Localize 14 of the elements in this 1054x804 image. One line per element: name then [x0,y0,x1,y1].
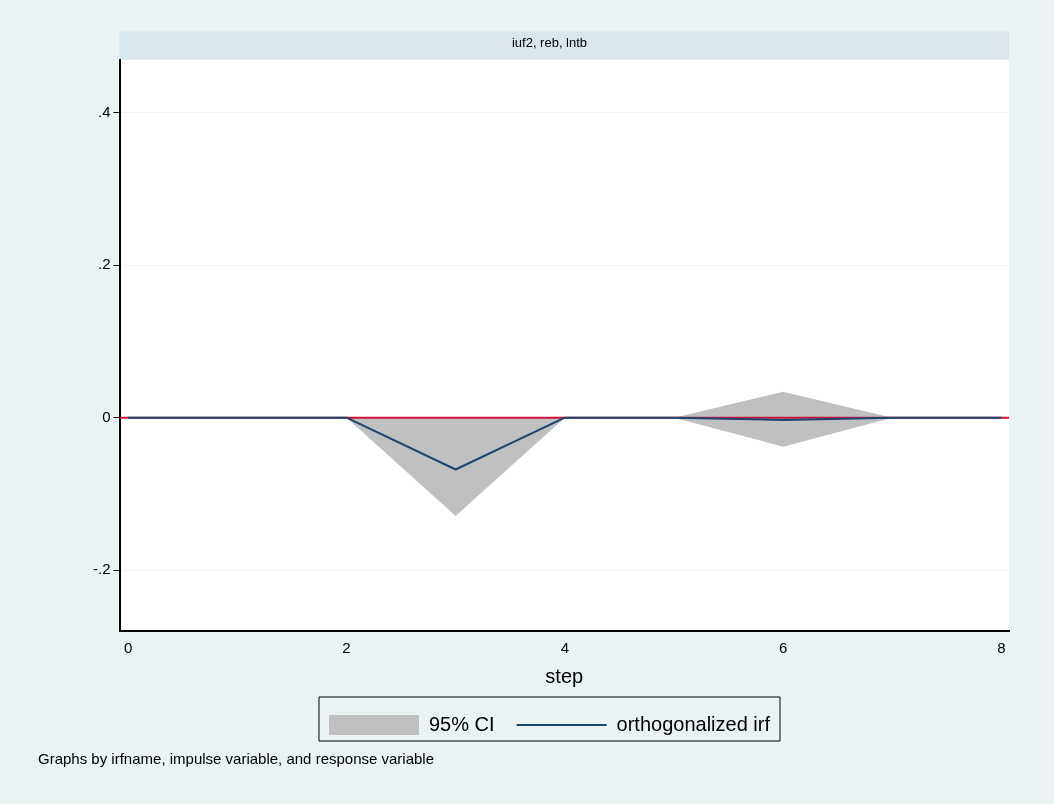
y-tick-label: .2 [97,255,111,273]
x-tick-label: 4 [560,639,569,657]
chart-title: iuf2, reb, lntb [511,35,588,51]
x-tick-label: 2 [342,639,351,657]
y-tick-label: 0 [102,407,111,425]
x-axis-title: step [545,664,584,687]
legend-label: 95% CI [428,712,495,735]
legend-label: orthogonalized irf [616,712,771,735]
y-tick-label: -.2 [92,560,111,578]
x-tick-label: 0 [124,639,133,657]
x-tick-label: 8 [997,639,1006,657]
y-tick-label: .4 [97,103,111,121]
text: Graphs by irfname, impulse variable, and response variable [38,750,435,767]
x-tick-label: 6 [778,639,788,657]
